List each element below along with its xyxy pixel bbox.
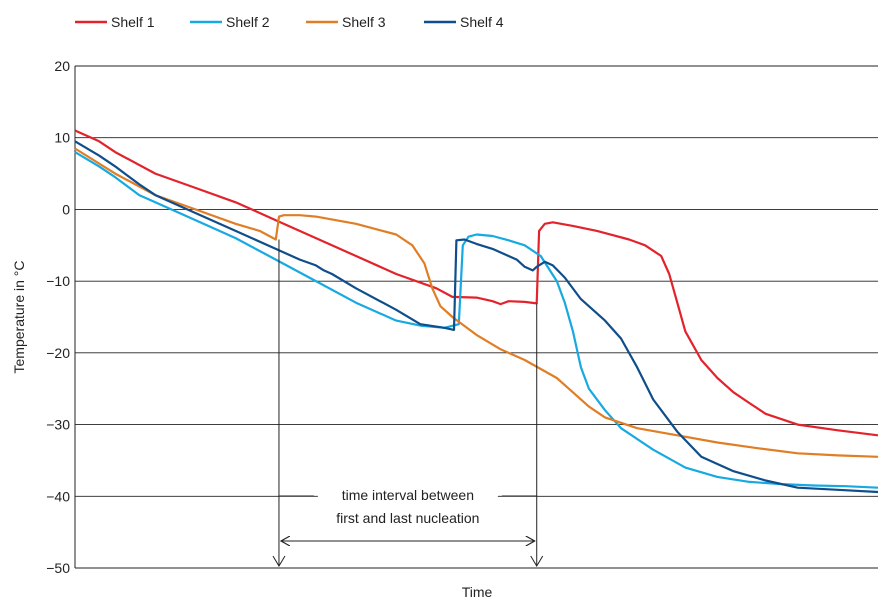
nucleation-interval-annotation: time interval between first and last nucl… [272, 239, 544, 567]
annotation-text-line1: time interval between [342, 487, 474, 503]
legend-label-shelf-1: Shelf 1 [111, 14, 155, 30]
series-line-shelf-2 [74, 151, 878, 489]
y-tick-label: 0 [62, 201, 70, 217]
series-lines [74, 129, 878, 494]
last-marker-arrow-tip [530, 555, 544, 567]
annotation-text-line2: first and last nucleation [336, 510, 479, 526]
y-tick-label: −30 [46, 417, 70, 433]
horizontal-gridlines [75, 65, 878, 569]
y-tick-label: 10 [54, 130, 70, 146]
y-tick-label: −50 [46, 560, 70, 576]
y-tick-label: 20 [54, 58, 70, 74]
series-line-shelf-4 [74, 140, 878, 494]
legend-label-shelf-2: Shelf 2 [226, 14, 270, 30]
y-axis-tick-labels: 20 10 0 −10 −20 −30 −40 −50 [46, 58, 70, 576]
legend: Shelf 1 Shelf 2 Shelf 3 Shelf 4 [75, 14, 504, 30]
legend-label-shelf-4: Shelf 4 [460, 14, 504, 30]
series-line-shelf-3 [74, 147, 878, 458]
first-marker-arrow-tip [272, 555, 286, 567]
legend-label-shelf-3: Shelf 3 [342, 14, 386, 30]
y-tick-label: −10 [46, 273, 70, 289]
y-axis-title: Temperature in °C [11, 261, 27, 374]
x-axis-title: Time [462, 584, 493, 600]
y-tick-label: −40 [46, 488, 70, 504]
annotation-label-background [317, 482, 498, 530]
series-line-shelf-1 [74, 129, 878, 437]
y-tick-label: −20 [46, 345, 70, 361]
